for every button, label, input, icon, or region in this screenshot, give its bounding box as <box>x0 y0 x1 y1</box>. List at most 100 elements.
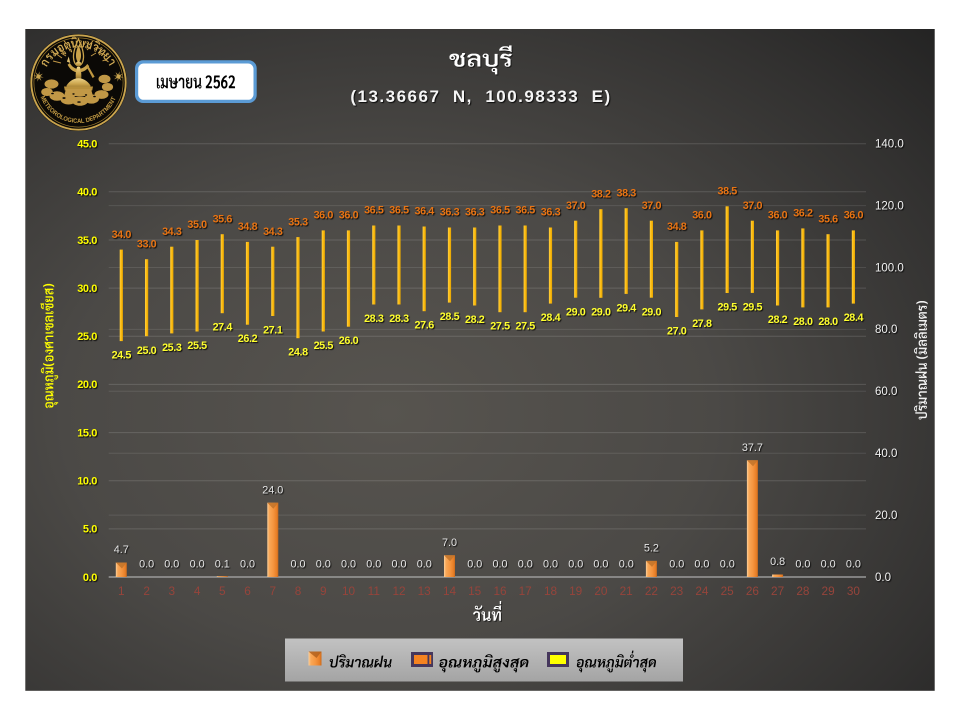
svg-text:10: 10 <box>342 584 356 598</box>
svg-text:36.0: 36.0 <box>692 210 712 222</box>
svg-text:28: 28 <box>796 584 810 598</box>
svg-text:0.0: 0.0 <box>417 559 432 571</box>
svg-text:23: 23 <box>670 584 684 598</box>
svg-text:29.0: 29.0 <box>642 306 662 318</box>
svg-text:20.0: 20.0 <box>77 379 97 391</box>
svg-text:36.5: 36.5 <box>515 205 535 217</box>
svg-text:28.2: 28.2 <box>465 314 485 326</box>
svg-text:26.2: 26.2 <box>238 333 258 345</box>
svg-text:0.0: 0.0 <box>694 559 709 571</box>
svg-text:27: 27 <box>771 584 784 598</box>
svg-text:25.5: 25.5 <box>314 340 334 352</box>
svg-text:34.8: 34.8 <box>667 221 687 233</box>
svg-text:0.0: 0.0 <box>593 559 608 571</box>
svg-text:0.0: 0.0 <box>290 559 305 571</box>
svg-text:28.0: 28.0 <box>793 316 813 328</box>
svg-text:36.3: 36.3 <box>440 207 460 219</box>
svg-text:29.0: 29.0 <box>591 306 611 318</box>
svg-text:20.0: 20.0 <box>875 510 897 522</box>
svg-text:4: 4 <box>194 584 201 598</box>
svg-text:0.0: 0.0 <box>164 559 179 571</box>
svg-text:25.0: 25.0 <box>77 331 97 343</box>
svg-text:36.3: 36.3 <box>465 207 485 219</box>
svg-text:0.1: 0.1 <box>215 558 230 570</box>
svg-text:12: 12 <box>392 584 405 598</box>
svg-text:0.0: 0.0 <box>316 559 331 571</box>
svg-text:0.0: 0.0 <box>619 559 634 571</box>
svg-text:0.0: 0.0 <box>240 559 255 571</box>
svg-text:30.0: 30.0 <box>77 283 97 295</box>
svg-text:33.0: 33.0 <box>137 238 157 250</box>
svg-text:20: 20 <box>594 584 608 598</box>
svg-text:36.4: 36.4 <box>414 206 434 218</box>
svg-text:0.0: 0.0 <box>139 559 154 571</box>
svg-text:0.0: 0.0 <box>190 559 205 571</box>
svg-text:36.0: 36.0 <box>314 210 334 222</box>
svg-text:26: 26 <box>746 584 760 598</box>
svg-text:29.0: 29.0 <box>566 306 586 318</box>
svg-text:25.0: 25.0 <box>137 345 157 357</box>
svg-text:0.0: 0.0 <box>467 559 482 571</box>
svg-text:24.8: 24.8 <box>288 347 308 359</box>
svg-text:28.4: 28.4 <box>844 312 864 324</box>
svg-text:140.0: 140.0 <box>875 139 904 151</box>
svg-text:27.5: 27.5 <box>490 321 510 333</box>
svg-text:7: 7 <box>270 584 277 598</box>
svg-text:25: 25 <box>721 584 735 598</box>
svg-text:29.4: 29.4 <box>616 302 636 314</box>
svg-text:0.0: 0.0 <box>492 559 507 571</box>
svg-text:0.0: 0.0 <box>568 559 583 571</box>
svg-text:0.8: 0.8 <box>770 556 785 568</box>
svg-text:38.2: 38.2 <box>591 188 611 200</box>
svg-text:13: 13 <box>418 584 432 598</box>
svg-text:37.0: 37.0 <box>566 200 586 212</box>
svg-text:8: 8 <box>295 584 302 598</box>
svg-text:27.8: 27.8 <box>692 318 712 330</box>
svg-text:17: 17 <box>519 584 532 598</box>
svg-text:28.2: 28.2 <box>768 314 788 326</box>
svg-text:34.3: 34.3 <box>263 226 283 238</box>
svg-text:0.0: 0.0 <box>341 559 356 571</box>
svg-text:28.5: 28.5 <box>440 311 460 323</box>
svg-text:0.0: 0.0 <box>391 559 406 571</box>
svg-text:36.5: 36.5 <box>490 205 510 217</box>
svg-text:80.0: 80.0 <box>875 324 897 336</box>
svg-text:3: 3 <box>169 584 176 598</box>
svg-text:29: 29 <box>822 584 835 598</box>
svg-text:28.4: 28.4 <box>541 312 561 324</box>
svg-text:0.0: 0.0 <box>875 572 891 584</box>
svg-text:0.0: 0.0 <box>518 559 533 571</box>
svg-text:40.0: 40.0 <box>77 187 97 199</box>
svg-text:24: 24 <box>695 584 709 598</box>
svg-text:16: 16 <box>493 584 507 598</box>
svg-text:0.0: 0.0 <box>821 559 836 571</box>
svg-text:15: 15 <box>468 584 482 598</box>
svg-text:0.0: 0.0 <box>846 559 861 571</box>
svg-text:0.0: 0.0 <box>366 559 381 571</box>
svg-text:37.0: 37.0 <box>642 200 662 212</box>
svg-text:45.0: 45.0 <box>77 139 97 151</box>
svg-text:11: 11 <box>368 584 380 598</box>
svg-text:36.5: 36.5 <box>389 205 409 217</box>
svg-text:34.3: 34.3 <box>162 226 182 238</box>
svg-text:36.5: 36.5 <box>364 205 384 217</box>
svg-text:34.8: 34.8 <box>238 221 258 233</box>
svg-text:26.0: 26.0 <box>339 335 359 347</box>
svg-text:30: 30 <box>847 584 861 598</box>
svg-text:28.3: 28.3 <box>364 313 384 325</box>
svg-text:1: 1 <box>118 584 125 598</box>
svg-text:27.1: 27.1 <box>263 325 283 337</box>
svg-text:38.5: 38.5 <box>717 186 737 198</box>
svg-text:100.0: 100.0 <box>875 262 904 274</box>
svg-text:35.0: 35.0 <box>187 219 207 231</box>
svg-text:5.0: 5.0 <box>83 524 97 536</box>
svg-text:35.6: 35.6 <box>818 213 838 225</box>
svg-text:10.0: 10.0 <box>77 476 97 488</box>
svg-text:15.0: 15.0 <box>77 427 97 439</box>
svg-text:25.3: 25.3 <box>162 342 182 354</box>
svg-text:5.2: 5.2 <box>644 543 659 555</box>
svg-text:2: 2 <box>143 584 150 598</box>
svg-text:27.5: 27.5 <box>515 321 535 333</box>
svg-text:35.0: 35.0 <box>77 235 97 247</box>
svg-text:27.4: 27.4 <box>213 322 233 334</box>
